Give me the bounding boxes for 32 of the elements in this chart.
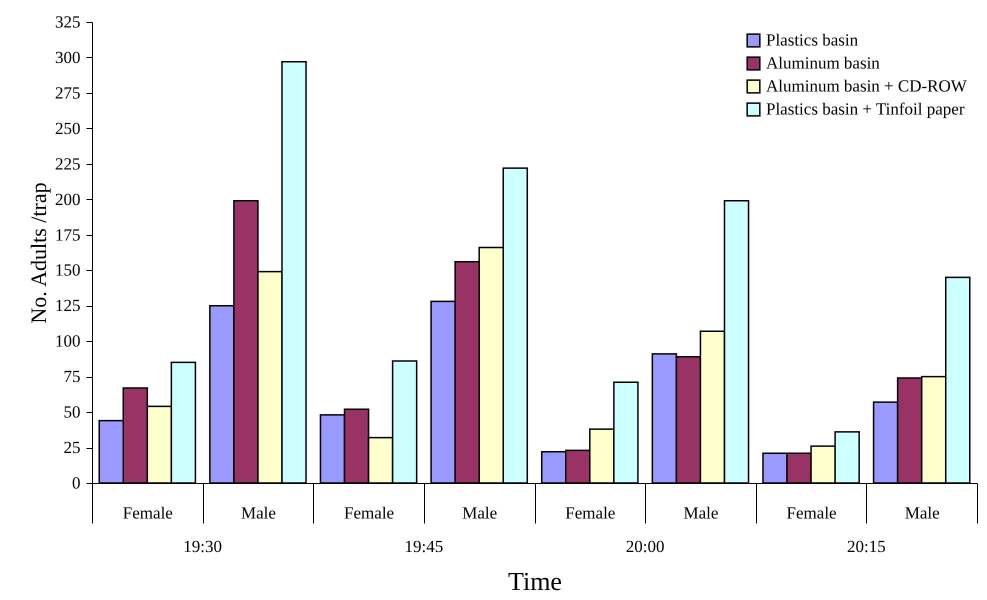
y-tick-label: 125 — [55, 296, 80, 316]
x-tick-label: Male — [240, 504, 276, 522]
y-tick-label: 300 — [55, 48, 80, 67]
x-tick-label: Female — [565, 504, 616, 522]
legend-label: Aluminum basin + CD-ROW — [766, 76, 968, 96]
x-axis-title: Time — [508, 567, 562, 596]
text: 19:45 — [404, 537, 444, 556]
x-tick-label: Male — [462, 504, 498, 522]
y-tick-label: 100 — [55, 332, 80, 351]
y-tick-label: 150 — [55, 260, 80, 280]
y-tick-label: 175 — [55, 225, 80, 244]
y-tick-label: 75 — [64, 367, 80, 386]
text: 19:30 — [183, 537, 222, 556]
y-tick-label: 275 — [55, 83, 80, 102]
y-tick-label: 0 — [72, 474, 80, 492]
y-tick-label: 325 — [55, 12, 80, 32]
y-tick-label: 225 — [55, 154, 80, 174]
text: 20:15 — [847, 537, 886, 556]
y-tick-label: 200 — [55, 190, 80, 209]
text: 20:00 — [626, 537, 664, 556]
legend-label: Aluminum basin — [766, 54, 880, 72]
x-tick-label: Female — [786, 504, 837, 522]
legend-label: Plastics basin + Tinfoil paper — [766, 100, 965, 118]
y-axis-title: No. Adults /trap — [26, 182, 51, 324]
x-tick-label: Female — [122, 504, 173, 522]
x-tick-label: Male — [683, 504, 718, 522]
y-tick-label: 25 — [64, 438, 80, 458]
x-tick-label: Female — [344, 504, 394, 522]
y-tick-label: 50 — [64, 402, 80, 422]
legend-label: Plastics basin — [766, 30, 859, 50]
x-tick-label: Male — [904, 504, 940, 522]
y-tick-label: 250 — [55, 118, 80, 138]
